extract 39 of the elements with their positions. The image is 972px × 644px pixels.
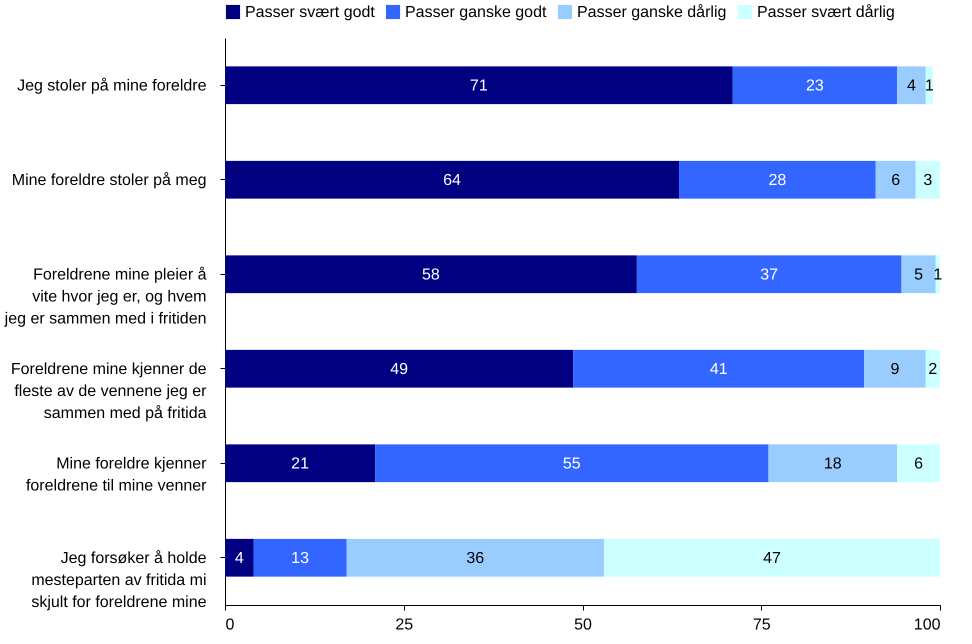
legend-label: Passer ganske dårlig (577, 4, 726, 21)
data-label: 71 (470, 77, 488, 94)
data-label: 1 (924, 77, 934, 94)
x-tick-label: 75 (752, 616, 771, 634)
data-label: 18 (824, 455, 842, 472)
data-label: 58 (422, 266, 440, 284)
data-label: 21 (291, 455, 310, 472)
legend-label: Passer ganske godt (405, 4, 547, 21)
data-label: 6 (891, 172, 900, 189)
data-label: 64 (443, 172, 462, 189)
x-tick-label: 25 (395, 616, 414, 634)
data-label: 4 (906, 77, 916, 94)
y-tick-label: Foreldrene mine pleier å vite hvor jeg er, og hvem jeg er sammen med i fritiden (4, 266, 207, 328)
data-label: 55 (562, 455, 581, 472)
data-label: 6 (914, 455, 924, 472)
data-label: 49 (390, 360, 408, 378)
data-label: 4 (234, 550, 244, 567)
legend-label: Passer svært dårlig (757, 4, 895, 21)
y-tick-label: Foreldrene mine kjenner de fleste av de vennene jeg er sammen med på fritida (10, 360, 208, 422)
legend-label: Passer svært godt (245, 4, 376, 21)
data-label: 2 (928, 360, 938, 378)
data-label: 13 (291, 550, 310, 567)
data-label: 5 (914, 266, 924, 284)
data-label: 41 (710, 360, 728, 378)
data-label: 9 (890, 360, 900, 378)
data-label: 36 (466, 550, 484, 567)
data-label: 3 (923, 172, 932, 189)
y-tick-label: Jeg stoler på mine foreldre (17, 77, 207, 94)
data-label: 47 (763, 550, 781, 567)
y-tick-label: Mine foreldre kjenner foreldrene til mine venner (26, 455, 208, 494)
data-label: 23 (806, 77, 824, 94)
x-tick-label: 50 (574, 616, 592, 634)
y-tick-label: Mine foreldre stoler på meg (12, 172, 206, 189)
data-label: 37 (760, 266, 778, 284)
x-tick-label: 100 (914, 616, 941, 634)
data-label: 1 (933, 266, 942, 284)
data-label: 28 (768, 172, 786, 189)
x-tick-label: 0 (226, 616, 234, 634)
y-tick-label: Jeg forsøker å holde mesteparten av fritida mi skjult for foreldrene mine (31, 550, 207, 611)
